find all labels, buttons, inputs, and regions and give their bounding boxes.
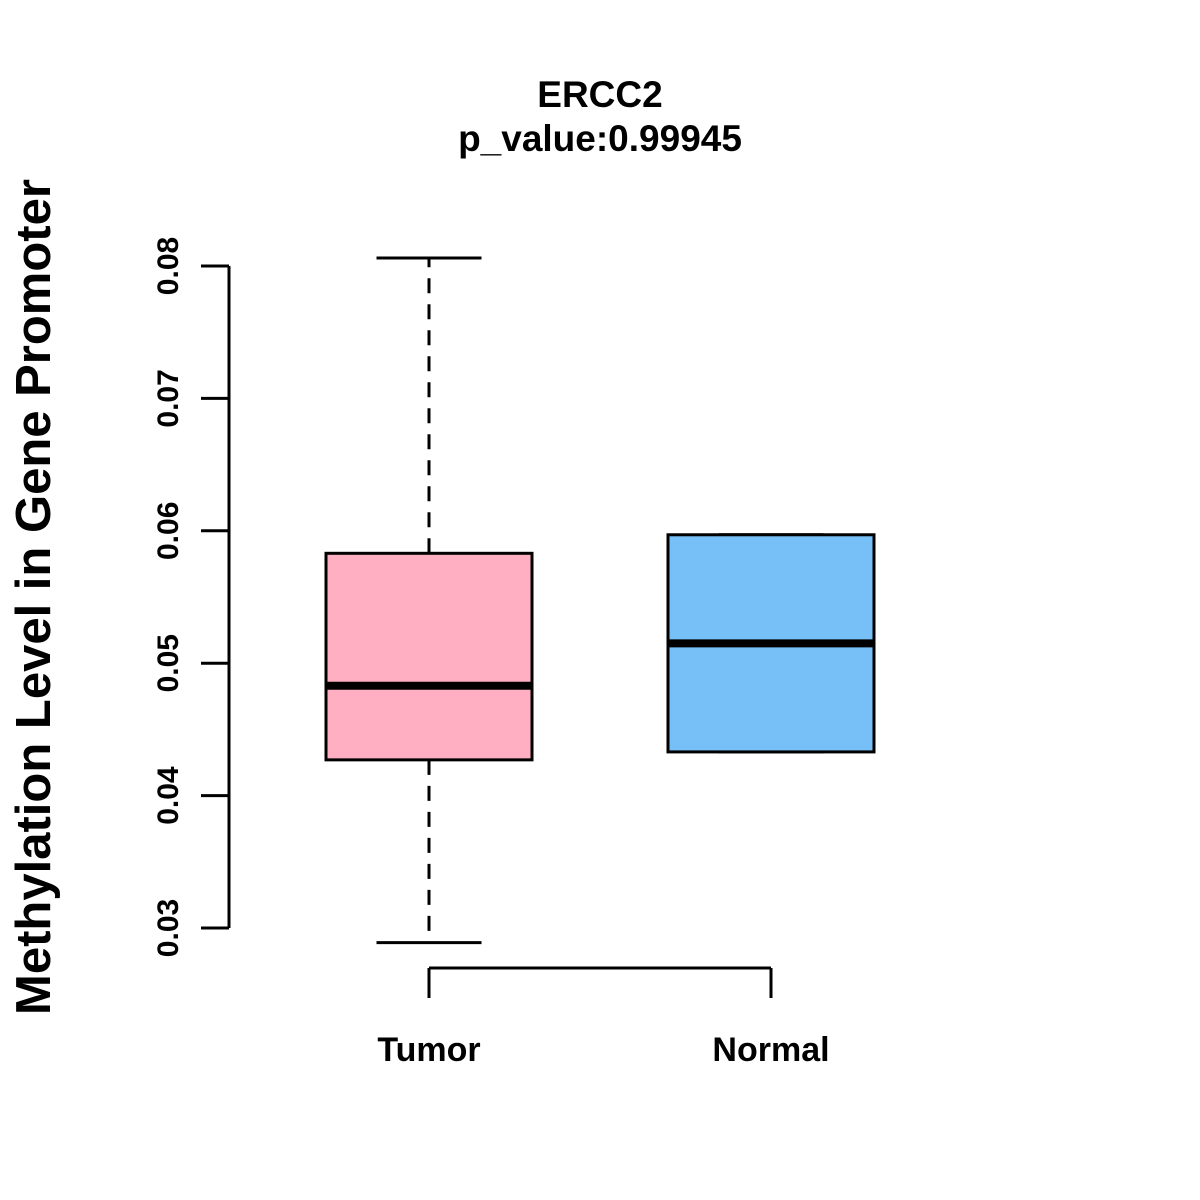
box-tumor	[324, 551, 534, 762]
y-tick-label: 0.05	[152, 634, 185, 692]
y-tick-label: 0.07	[152, 369, 185, 427]
chart-title: ERCC2	[537, 74, 662, 115]
x-axis-label-tumor: Tumor	[377, 1031, 480, 1069]
y-axis-label: Methylation Level in Gene Promoter	[7, 179, 61, 1015]
y-tick-label: 0.04	[152, 766, 185, 825]
y-tick-label: 0.03	[152, 899, 185, 957]
plot-area: 0.03 0.04 0.05 0.06 0.07 0.08 Tumor Normal	[152, 237, 876, 1069]
x-axis-label-normal: Normal	[712, 1031, 829, 1069]
chart-subtitle: p_value:0.99945	[458, 118, 742, 159]
y-tick-label: 0.08	[152, 237, 185, 295]
y-tick-label: 0.06	[152, 502, 185, 560]
